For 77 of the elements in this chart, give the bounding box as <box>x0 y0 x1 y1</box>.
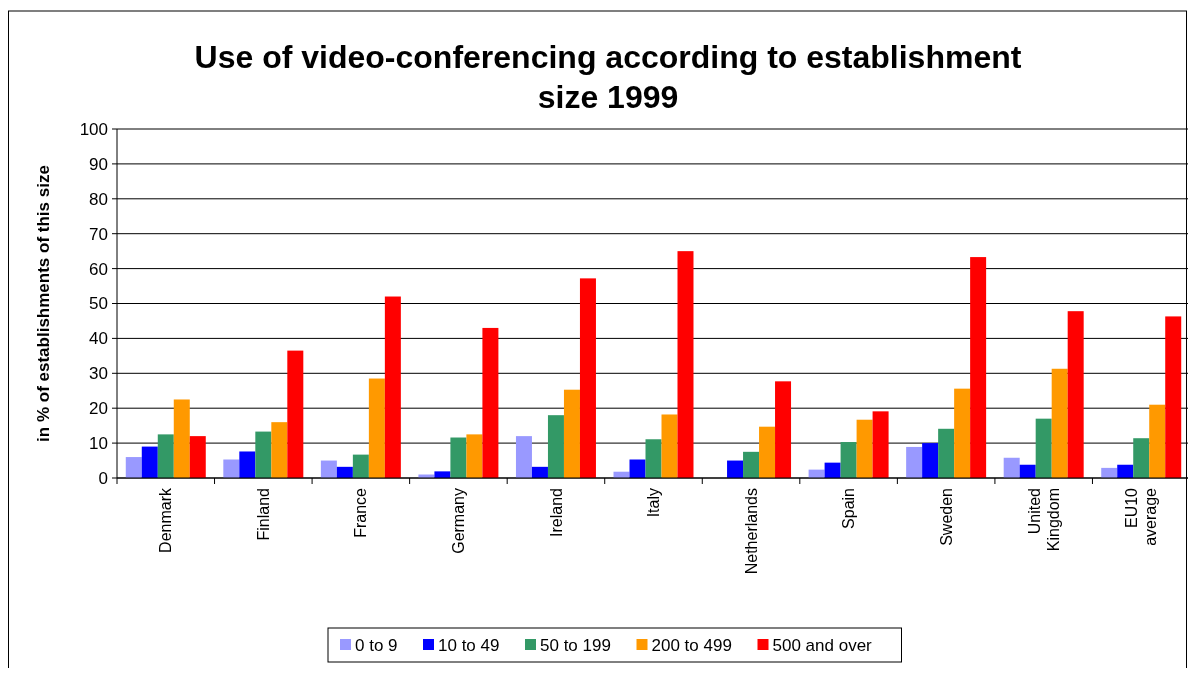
bar <box>970 257 987 478</box>
bar <box>579 278 596 478</box>
bar <box>515 436 532 478</box>
x-tick-label: Ireland <box>547 488 565 537</box>
y-tick-label: 100 <box>79 119 108 139</box>
bar <box>239 451 256 478</box>
bar <box>1165 316 1182 478</box>
x-tick-label: Spain <box>840 488 858 529</box>
y-axis-title: in % of establishments of this size <box>34 165 53 442</box>
x-tick-label: France <box>352 487 370 538</box>
bar <box>1035 418 1052 478</box>
bar <box>727 460 744 478</box>
bar <box>872 411 889 478</box>
bar <box>125 457 142 478</box>
bar <box>954 388 971 478</box>
legend-label: 200 to 499 <box>651 635 732 655</box>
y-tick-label: 0 <box>98 468 108 488</box>
bar <box>547 415 564 478</box>
bar <box>661 414 678 478</box>
bar <box>482 327 499 478</box>
bar <box>1019 464 1036 478</box>
x-tick-label: Sweden <box>937 488 955 546</box>
y-tick-label: 80 <box>89 189 108 209</box>
legend-label: 0 to 9 <box>355 635 398 655</box>
bar <box>645 439 662 478</box>
y-tick-label: 40 <box>89 329 108 349</box>
x-tick-label: Italy <box>645 488 663 518</box>
x-tick-label: Netherlands <box>742 488 760 575</box>
bar <box>629 459 646 478</box>
chart-title: Use of video-conferencing according to establishment size 1999 <box>194 39 1022 115</box>
bar <box>255 431 272 478</box>
bar <box>759 426 776 478</box>
bar <box>434 471 451 478</box>
legend-label: 10 to 49 <box>438 635 500 655</box>
bar <box>271 422 288 478</box>
y-tick-label: 20 <box>89 399 108 419</box>
bar <box>173 399 190 478</box>
bar <box>906 446 923 478</box>
y-tick-label: 70 <box>89 224 108 244</box>
x-tick-label: Finland <box>254 488 272 541</box>
x-tick-label: EU10 average <box>1123 487 1160 546</box>
bar <box>563 389 580 478</box>
legend-label: 500 and over <box>772 635 873 655</box>
bar <box>223 459 240 478</box>
y-tick-label: 50 <box>89 294 108 314</box>
bar <box>1051 368 1068 478</box>
bar <box>856 419 873 478</box>
bar <box>320 460 337 478</box>
bar <box>384 296 401 478</box>
y-tick-label: 60 <box>89 259 108 279</box>
x-tick-label: Denmark <box>157 487 175 553</box>
bar <box>840 442 857 478</box>
bar <box>352 454 369 478</box>
bar <box>1149 404 1166 478</box>
bar <box>743 451 760 478</box>
bar <box>368 378 385 478</box>
y-tick-label: 10 <box>89 434 108 454</box>
bar <box>450 437 467 478</box>
y-tick-label: 90 <box>89 154 108 174</box>
bar <box>677 251 694 478</box>
bar <box>1133 438 1150 478</box>
x-tick-label: Germany <box>450 488 468 554</box>
bar <box>1003 457 1020 478</box>
bar <box>466 434 483 478</box>
bar <box>189 436 206 478</box>
bar <box>824 462 841 478</box>
bar <box>157 434 174 478</box>
bar <box>287 350 304 478</box>
x-tick-label: United Kingdom <box>1025 488 1062 552</box>
bar <box>922 443 939 478</box>
bar <box>1117 464 1134 478</box>
legend-label: 50 to 199 <box>540 635 611 655</box>
bar <box>141 446 158 478</box>
bar <box>1067 311 1084 478</box>
y-tick-label: 30 <box>89 364 108 384</box>
bar <box>775 381 792 478</box>
bar <box>938 428 955 478</box>
